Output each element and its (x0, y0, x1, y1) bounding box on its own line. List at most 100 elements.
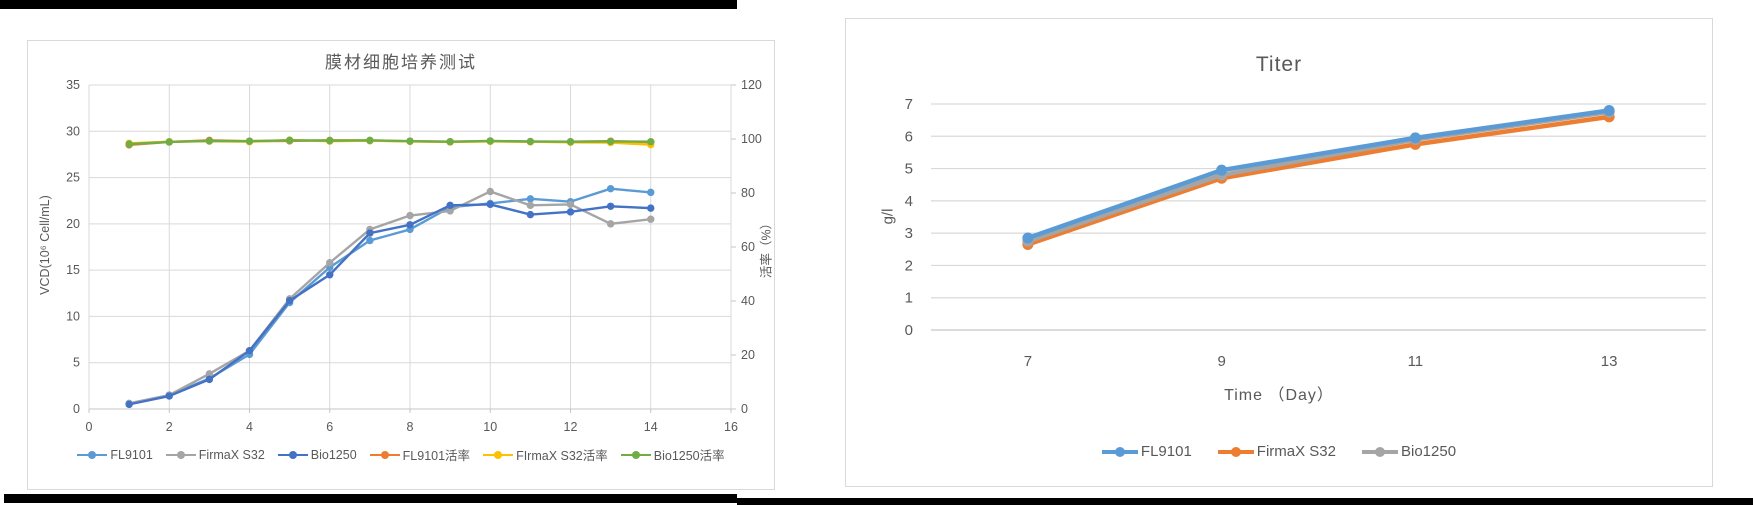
y-tick-label: 5 (905, 161, 913, 178)
y-left-tick-label: 15 (66, 263, 80, 277)
legend-label: FirmaX S32 (198, 447, 265, 462)
legend-item: FirmaX S32 (165, 447, 265, 462)
legend-item: FIrmaX S32活率 (483, 445, 608, 464)
y-right-tick-label: 80 (741, 186, 755, 200)
data-point (526, 210, 535, 219)
legend-item: Bio1250 (1362, 443, 1456, 460)
y-right-tick-label: 100 (741, 132, 762, 146)
legend-line-marker-icon (77, 450, 108, 459)
data-point (446, 138, 454, 146)
x-tick-label: 10 (483, 420, 497, 434)
legend-label: Bio1250 (1401, 443, 1457, 460)
y-tick-label: 2 (905, 257, 913, 274)
legend-item: FL9101活率 (369, 445, 471, 464)
data-point (486, 187, 494, 196)
series-line (1027, 114, 1610, 247)
x-tick-label: 0 (86, 420, 93, 434)
data-point (606, 202, 615, 210)
data-point (326, 136, 334, 145)
data-point (1216, 164, 1228, 176)
x-tick-label: 12 (564, 420, 578, 434)
x-tick-label: 14 (644, 420, 658, 434)
data-point (606, 137, 615, 146)
y-right-tick-label: 0 (741, 402, 748, 416)
legend-line-marker-icon (1217, 446, 1254, 457)
x-tick-label: 13 (1601, 353, 1618, 370)
data-point (245, 137, 254, 145)
y-tick-label: 3 (905, 225, 913, 242)
y-left-tick-label: 25 (66, 171, 80, 185)
legend-item: Bio1250活率 (620, 445, 725, 464)
left-chart-legend: FL9101 FirmaX S32 Bio1250 FL9101活率 FIrmaX S3… (28, 445, 774, 464)
legend-line-marker-icon (277, 450, 308, 459)
top-border-bar (0, 0, 737, 9)
data-point (326, 271, 334, 279)
titer-chart-card: Titer g/l Time （Day） 0 1 2 3 4 5 6 7 7 9 11 13 FL91… (845, 18, 1713, 487)
data-point (285, 296, 294, 305)
y-tick-label: 0 (905, 322, 913, 339)
legend-label: Bio1250 (310, 447, 357, 462)
data-point (647, 138, 655, 146)
data-point (647, 215, 655, 223)
series-line (128, 203, 651, 406)
data-point (366, 136, 374, 145)
legend-line-marker-icon (165, 450, 196, 459)
bottom-border-bar-left (4, 494, 737, 503)
legend-item: FirmaX S32 (1217, 443, 1336, 460)
data-point (285, 136, 294, 145)
x-tick-label: 4 (246, 420, 253, 434)
left-chart-plot-area: 0 2 4 6 8 10 12 14 16051015202530350204060801001… (66, 78, 762, 434)
data-point (406, 221, 414, 229)
legend-label: FIrmaX S32活率 (516, 449, 608, 463)
legend-item: Bio1250 (277, 447, 357, 462)
x-tick-label: 6 (326, 420, 333, 434)
y-left-tick-label: 35 (66, 78, 80, 92)
data-point (647, 188, 655, 197)
right-chart-title: Titer (1255, 53, 1303, 76)
y-left-tick-label: 30 (66, 124, 80, 138)
right-chart-x-axis-title: Time （Day） (1224, 387, 1334, 404)
data-point (205, 375, 214, 384)
data-point (245, 346, 254, 355)
data-point (1603, 104, 1615, 116)
y-right-tick-label: 40 (741, 294, 755, 308)
bottom-border-bar-right (737, 498, 1753, 505)
data-point (165, 392, 173, 400)
data-point (566, 208, 575, 216)
data-point (446, 207, 454, 215)
legend-line-marker-icon (1101, 446, 1138, 457)
y-left-tick-label: 5 (73, 356, 80, 370)
series-line (129, 139, 651, 146)
y-left-tick-label: 0 (73, 402, 80, 416)
data-point (647, 204, 655, 212)
legend-line-marker-icon (483, 450, 514, 459)
data-point (1022, 232, 1034, 244)
series-line (128, 190, 651, 405)
data-point (566, 200, 575, 209)
legend-line-marker-icon (369, 450, 400, 459)
data-point (606, 184, 615, 193)
legend-label: FirmaX S32 (1256, 443, 1336, 460)
x-tick-label: 16 (724, 420, 738, 434)
y-left-tick-label: 20 (66, 217, 80, 231)
x-tick-label: 7 (1024, 353, 1032, 370)
legend-item: FL9101 (77, 447, 153, 462)
right-chart-plot-area: 0 1 2 3 4 5 6 7 7 9 11 13 (905, 96, 1706, 370)
legend-label: FL9101 (1140, 443, 1192, 460)
data-point (205, 370, 214, 378)
data-point (165, 138, 173, 146)
data-point (526, 137, 535, 146)
y-left-tick-label: 10 (66, 309, 80, 323)
data-point (446, 201, 454, 210)
data-point (205, 137, 214, 145)
data-point (406, 211, 414, 220)
legend-label: FL9101活率 (402, 449, 471, 463)
right-chart-legend: FL9101 FirmaX S32 Bio1250 (846, 443, 1712, 460)
y-tick-label: 6 (905, 128, 913, 145)
x-tick-label: 8 (407, 420, 414, 434)
data-point (606, 220, 615, 228)
data-point (125, 140, 133, 148)
legend-label: FL9101 (110, 447, 153, 462)
cell-culture-chart-card: 膜材细胞培养测试 VCD(10⁶ Cell/mL) 活率（%） 0 2 4 6 8 10 1… (27, 40, 775, 490)
